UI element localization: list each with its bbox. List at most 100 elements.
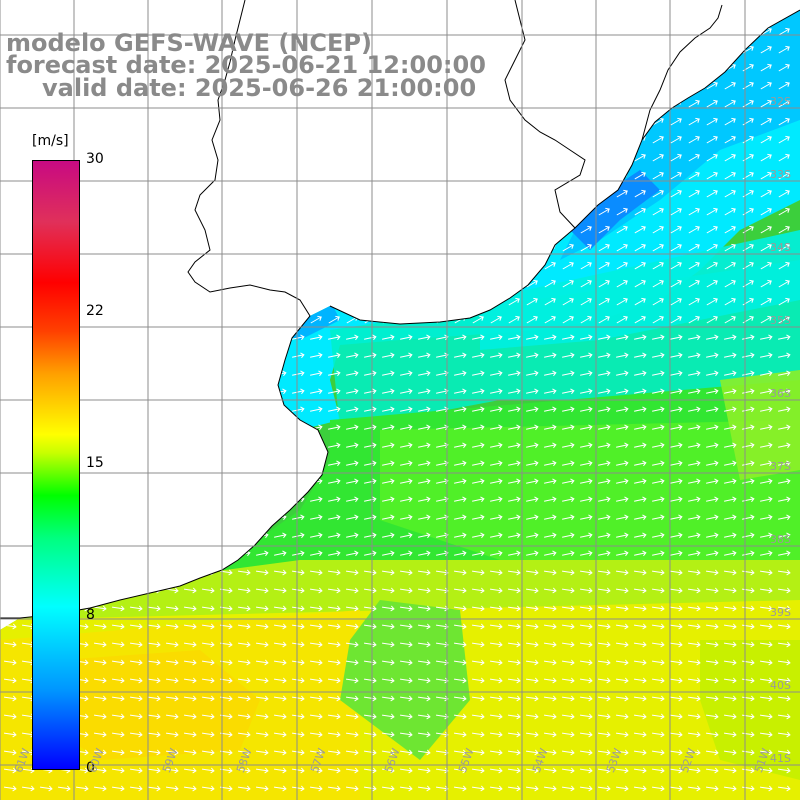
wind-arrow [688,45,700,54]
wind-arrow [346,388,359,395]
wind-arrow [292,10,304,18]
wind-arrow [274,496,287,503]
wind-arrow [580,81,592,90]
wind-arrow [292,153,304,162]
wind-arrow [741,695,755,702]
wind-arrow [418,370,431,377]
wind-arrow [472,117,484,126]
wind-arrow [688,460,701,467]
wind-arrow [166,460,179,467]
wind-arrow [399,605,413,612]
wind-arrow [93,641,107,648]
wind-arrow [706,496,719,503]
wind-arrow [669,767,683,774]
wind-arrow [508,225,520,234]
wind-arrow [399,677,413,684]
wind-arrow [580,10,592,18]
wind-arrow [237,623,251,630]
wind-arrow [435,623,449,630]
wind-arrow [634,10,646,18]
wind-arrow [238,352,251,359]
wind-arrow [201,569,215,576]
wind-arrow [400,550,413,557]
wind-arrow [400,171,412,180]
wind-arrow [652,424,665,431]
wind-arrow [183,731,197,738]
wind-arrow [148,406,161,413]
wind-arrow [525,749,539,756]
wind-arrow [112,117,124,126]
wind-arrow [562,297,574,306]
wind-arrow [526,297,538,306]
wind-arrow [346,370,359,377]
wind-arrow [652,171,664,180]
wind-arrow [562,189,574,198]
wind-arrow [544,225,556,234]
wind-arrow [255,713,269,720]
wind-arrow [777,749,791,756]
wind-arrow [112,514,125,521]
wind-arrow [274,10,286,18]
wind-arrow [273,641,287,648]
wind-arrow [490,189,502,198]
wind-arrow [202,478,215,485]
wind-arrow [364,352,377,359]
wind-arrow [669,749,683,756]
wind-arrow [508,81,520,90]
wind-arrow [220,297,232,306]
wind-arrow [40,117,52,126]
wind-arrow [111,659,125,666]
wind-arrow [760,297,772,306]
wind-arrow [634,352,647,359]
wind-arrow [508,171,520,180]
wind-arrow [292,478,305,485]
wind-arrow [345,785,359,792]
wind-arrow [724,315,736,324]
wind-arrow [706,532,719,539]
wind-arrow [256,352,269,359]
wind-arrow [291,695,305,702]
wind-arrow [310,225,322,234]
wind-arrow [256,207,268,216]
wind-arrow [4,117,16,126]
wind-arrow [274,117,286,126]
wind-arrow [723,641,737,648]
wind-arrow [4,189,16,198]
wind-arrow [687,605,701,612]
wind-arrow [705,749,719,756]
wind-arrow [598,532,611,539]
wind-arrow [634,315,646,324]
wind-arrow [759,713,773,720]
wind-arrow [561,659,575,666]
wind-arrow [400,117,412,126]
wind-arrow [633,677,647,684]
wind-arrow [328,532,341,539]
wind-arrow [634,261,646,270]
wind-arrow [562,27,574,36]
wind-arrow [255,749,269,756]
wind-arrow [3,785,17,792]
wind-arrow [201,767,215,774]
wind-arrow [580,261,592,270]
wind-arrow [598,334,611,341]
wind-arrow [471,641,485,648]
wind-arrow [688,225,700,234]
wind-arrow [363,749,377,756]
wind-arrow [328,153,340,162]
wind-arrow [3,767,17,774]
wind-arrow [634,117,646,126]
wind-arrow [328,315,340,324]
wind-arrow [291,785,305,792]
wind-arrow [526,315,538,324]
wind-arrow [4,297,16,306]
wind-arrow [759,623,773,630]
wind-arrow [256,460,269,467]
wind-arrow [687,623,701,630]
wind-arrow [688,261,700,270]
wind-arrow [273,605,287,612]
wind-arrow [274,550,287,557]
wind-arrow [112,243,124,252]
wind-arrow [490,352,503,359]
wind-arrow [490,45,502,54]
wind-arrow [580,370,593,377]
